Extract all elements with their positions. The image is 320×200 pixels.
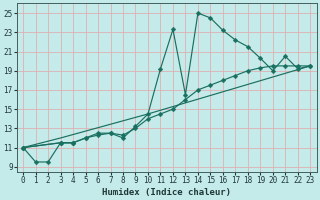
X-axis label: Humidex (Indice chaleur): Humidex (Indice chaleur) [102, 188, 231, 197]
